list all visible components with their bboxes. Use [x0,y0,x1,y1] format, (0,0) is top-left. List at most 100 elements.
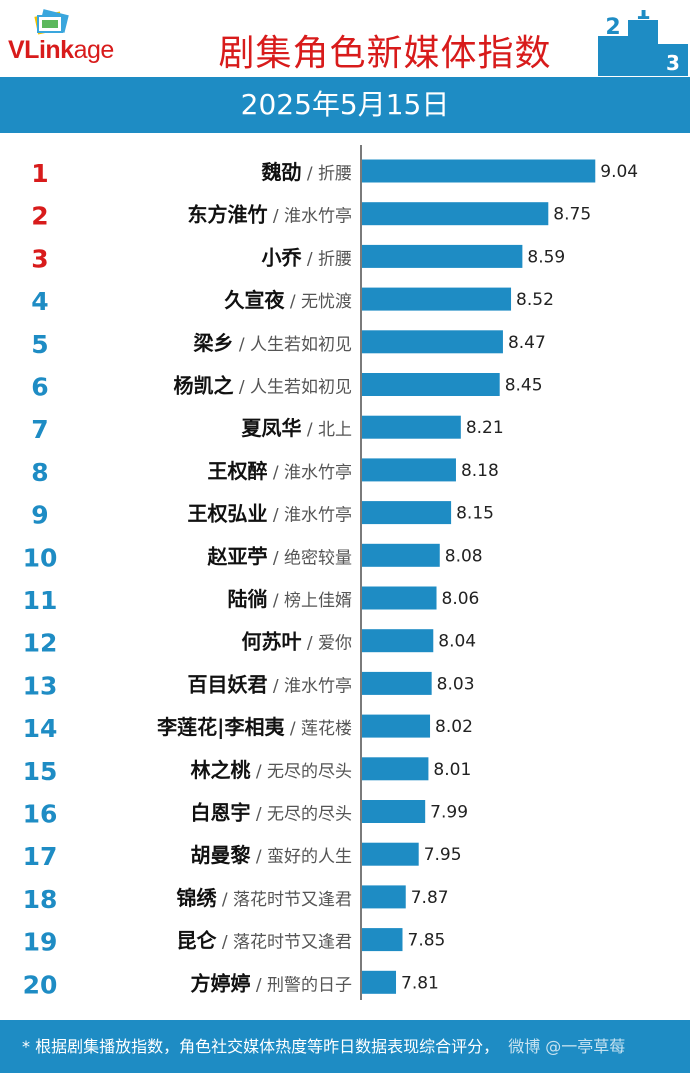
data-label: 7.81 [401,973,439,993]
rank-label: 19 [23,928,58,957]
character-name: 陆徜 [227,587,267,611]
category-label: 小乔 / 折腰 [261,245,352,269]
data-label: 7.85 [408,931,446,951]
footer-text: * 根据剧集播放指数，角色社交媒体热度等昨日数据表现综合评分， [22,1037,500,1056]
category-label: 何苏叶 / 爱你 [241,630,352,654]
category-label: 李莲花|李相夷 / 莲花楼 [156,715,352,739]
rank-label: 20 [23,970,58,999]
character-name: 久宣夜 [224,288,285,312]
character-name: 王权醉 [207,459,267,483]
logo-text: VLinkage [8,36,114,64]
bar [362,757,429,781]
bar [362,373,500,396]
rank-label: 13 [23,671,58,700]
category-label: 锦绣 / 落花时节又逢君 [176,886,352,910]
character-name: 林之桃 [190,758,250,782]
character-name: 昆仑 [176,929,217,953]
bar [362,330,503,354]
data-label: 8.06 [442,589,480,609]
rank-label: 18 [23,885,58,914]
drama-name: / 落花时节又逢君 [216,933,352,953]
data-label: 8.03 [437,674,475,694]
bar [362,287,512,311]
drama-name: / 爱你 [301,634,352,654]
rank-label: 8 [31,458,48,487]
data-label: 9.04 [600,162,638,182]
character-name: 百目妖君 [187,672,267,696]
bar [362,714,431,738]
drama-name: / 人生若如初见 [233,335,352,355]
data-label: 7.87 [411,888,449,908]
character-name: 何苏叶 [241,630,301,654]
vlinkage-logo: VLinkage [8,8,158,68]
drama-name: / 北上 [301,420,352,440]
drama-name: / 落花时节又逢君 [216,890,352,910]
bar [362,501,452,525]
bar [362,586,437,610]
drama-name: / 人生若如初见 [233,378,352,398]
category-label: 胡曼黎 / 蛮好的人生 [190,843,352,867]
data-label: 8.21 [466,418,504,438]
category-label: 杨凯之 / 人生若如初见 [173,374,352,398]
drama-name: / 蛮好的人生 [250,847,352,867]
bar [362,629,434,653]
bar [362,842,419,866]
data-label: 8.18 [461,461,499,481]
ranking-bar-chart: 1 魏劭 / 折腰 9.04 2 东方淮竹 / 淮水竹亭 8.75 3 小乔 / 折腰 8.59… [23,145,638,1000]
rank-label: 1 [31,159,48,188]
data-label: 8.08 [445,546,483,566]
data-label: 8.01 [433,760,471,780]
podium-label-2: 2 [605,15,620,40]
category-label: 王权醉 / 淮水竹亭 [207,459,352,483]
bar [362,415,461,439]
character-name: 东方淮竹 [187,203,267,227]
rank-label: 11 [23,586,58,615]
rank-label: 7 [31,415,48,444]
data-label: 7.99 [430,803,468,823]
bar [362,202,549,226]
rank-label: 15 [23,757,58,786]
rank-label: 10 [23,543,58,572]
bar [362,928,403,952]
data-label: 8.45 [505,376,543,396]
drama-name: / 绝密较量 [267,548,352,568]
category-label: 梁乡 / 人生若如初见 [192,331,352,355]
drama-name: / 淮水竹亭 [267,506,352,526]
category-label: 魏劭 / 折腰 [260,160,352,184]
character-name: 赵亚苧 [206,544,267,568]
category-label: 林之桃 / 无尽的尽头 [190,758,352,782]
category-label: 陆徜 / 榜上佳婿 [227,587,352,611]
drama-name: / 刑警的日子 [250,975,352,995]
drama-name: / 折腰 [301,249,352,269]
footer-note: * 根据剧集播放指数，角色社交媒体热度等昨日数据表现综合评分， 微博 @一亭草莓 [0,1020,690,1073]
character-name: 梁乡 [192,331,233,355]
character-name: 夏凤华 [241,416,301,440]
date-banner: 2025年5月15日 [0,77,690,133]
bar [362,543,440,567]
bar [362,671,432,695]
category-label: 赵亚苧 / 绝密较量 [206,544,352,568]
rank-label: 16 [23,800,58,829]
character-name: 王权弘业 [187,502,267,526]
podium-label-3: 3 [666,51,680,75]
data-label: 8.04 [438,632,476,652]
bar [362,800,426,823]
rank-label: 12 [23,629,58,658]
rank-label: 3 [31,244,48,273]
data-label: 7.95 [424,845,462,865]
category-label: 夏凤华 / 北上 [241,416,352,440]
drama-name: / 淮水竹亭 [267,676,352,696]
category-label: 昆仑 / 落花时节又逢君 [176,929,352,953]
data-label: 8.15 [456,504,494,524]
category-label: 白恩宇 / 无尽的尽头 [190,801,352,825]
rank-label: 4 [31,287,48,316]
character-name: 李莲花|李相夷 [156,715,285,739]
category-label: 百目妖君 / 淮水竹亭 [187,672,352,696]
character-name: 锦绣 [176,886,217,910]
character-name: 杨凯之 [173,374,233,398]
podium-label-1: 1 [635,10,650,25]
page-title: 剧集角色新媒体指数 [218,33,552,74]
category-label: 东方淮竹 / 淮水竹亭 [187,203,352,227]
data-label: 8.75 [553,205,591,225]
drama-name: / 无尽的尽头 [250,805,352,825]
